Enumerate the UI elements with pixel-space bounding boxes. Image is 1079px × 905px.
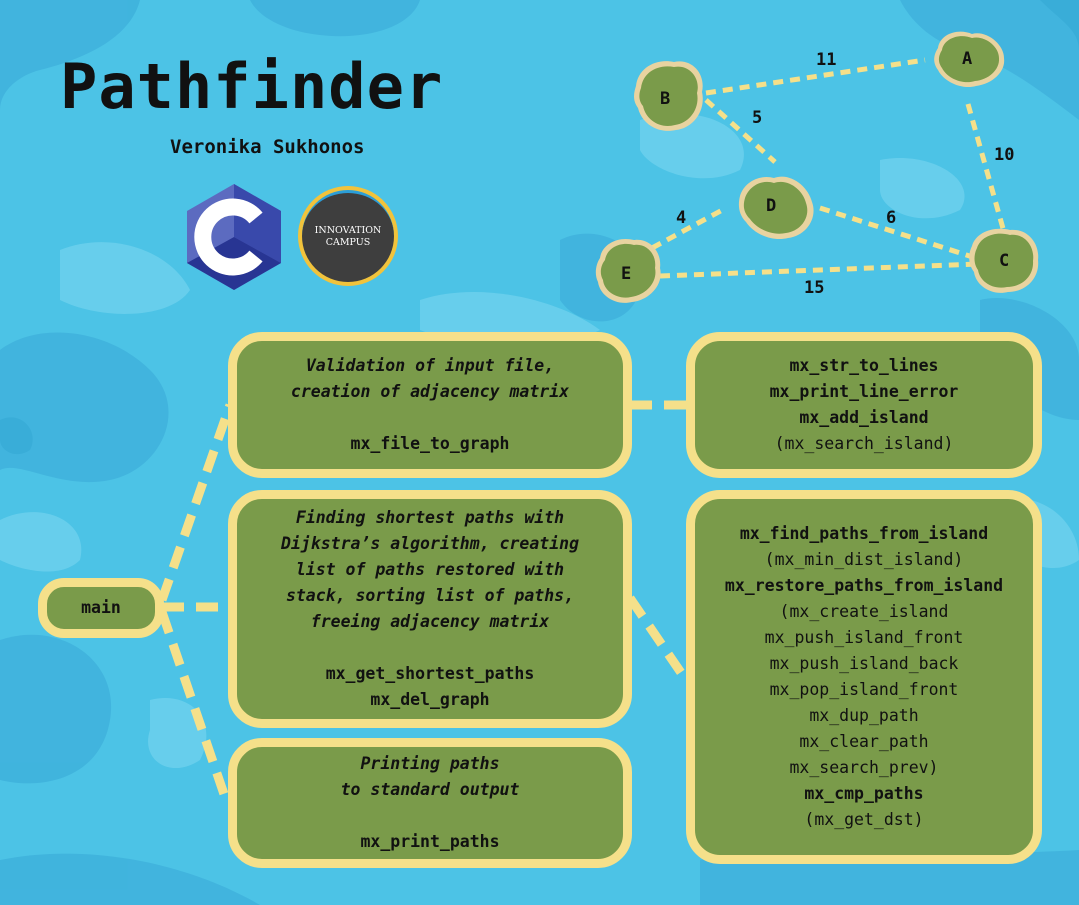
step-description: Finding shortest paths with Dijkstra’s a… xyxy=(281,505,579,635)
helper-function: mx_push_island_back xyxy=(769,654,959,673)
connector-main-step1 xyxy=(157,403,235,602)
step-description-line: Validation of input file, xyxy=(305,356,555,375)
island-e: E xyxy=(595,238,661,303)
helper-function: mx_dup_path xyxy=(809,706,919,725)
step-description-line: Finding shortest paths with xyxy=(295,508,565,527)
helper-function: mx_restore_paths_from_island xyxy=(724,576,1004,595)
graph-edge-e-d xyxy=(650,205,728,251)
helpers-paths-box: mx_find_paths_from_island (mx_min_dist_i… xyxy=(686,490,1042,864)
function-name: mx_del_graph xyxy=(370,690,490,709)
graph-edge-b-a xyxy=(705,57,926,96)
edge-weight-e-d: 4 xyxy=(676,208,686,228)
helper-function: (mx_create_island xyxy=(779,602,949,621)
author-name: Veronika Sukhonos xyxy=(170,136,365,158)
graph-edge-b-d xyxy=(704,98,777,164)
helpers-parsing-box: mx_str_to_lines mx_print_line_error mx_a… xyxy=(686,332,1042,478)
edge-weight-a-c: 10 xyxy=(994,145,1014,165)
function-name: mx_file_to_graph xyxy=(350,434,510,453)
function-name: mx_get_shortest_paths xyxy=(325,664,535,683)
step-shortest-paths-box: Finding shortest paths with Dijkstra’s a… xyxy=(228,490,632,728)
connector-main-step3 xyxy=(157,610,231,802)
island-label-b: B xyxy=(660,89,670,109)
helper-function: (mx_min_dist_island) xyxy=(764,550,964,569)
helper-function: mx_search_prev) xyxy=(789,758,939,777)
step-printing-box: Printing paths to standard output mx_pri… xyxy=(228,738,632,868)
step-description-line: stack, sorting list of paths, xyxy=(285,586,575,605)
island-label-e: E xyxy=(621,264,631,284)
step-description: Printing paths to standard output xyxy=(341,751,520,803)
helper-function: mx_add_island xyxy=(799,408,929,427)
helper-function: mx_cmp_paths xyxy=(804,784,924,803)
island-label-d: D xyxy=(766,196,776,216)
island-label-c: C xyxy=(999,251,1009,271)
c-language-logo xyxy=(187,184,281,290)
main-label: main xyxy=(81,598,121,617)
step-description-line: Printing paths xyxy=(360,754,500,773)
edge-weight-d-c: 6 xyxy=(886,208,896,228)
helper-function: mx_push_island_front xyxy=(764,628,964,647)
step-description-line: freeing adjacency matrix xyxy=(310,612,550,631)
island-d: D xyxy=(738,176,814,240)
edge-weight-b-d: 5 xyxy=(752,108,762,128)
logo-text-line2: CAMPUS xyxy=(325,237,371,248)
graph-edge-d-c xyxy=(819,205,983,263)
edge-weight-b-a: 11 xyxy=(816,50,836,70)
helper-function: mx_print_line_error xyxy=(769,382,959,401)
function-name: mx_print_paths xyxy=(360,832,500,851)
helper-function: mx_find_paths_from_island xyxy=(739,524,989,543)
edge-weight-e-c: 15 xyxy=(804,278,824,298)
step-description-line: Dijkstra’s algorithm, creating xyxy=(280,534,579,553)
step-description-line: list of paths restored with xyxy=(295,560,565,579)
logo-text-line1: INNOVATION xyxy=(314,225,382,236)
island-b: B xyxy=(634,61,703,131)
helper-function: mx_clear_path xyxy=(799,732,929,751)
helper-function: mx_str_to_lines xyxy=(789,356,939,375)
island-a: A xyxy=(934,31,1005,88)
graph-edge-a-c xyxy=(965,103,1007,233)
helper-function: (mx_get_dst) xyxy=(804,810,924,829)
helper-function: mx_pop_island_front xyxy=(769,680,959,699)
graph-edge-e-c xyxy=(659,261,979,279)
island-c: C xyxy=(969,228,1039,293)
helper-function: (mx_search_island) xyxy=(774,434,954,453)
page-title: Pathfinder xyxy=(60,50,444,123)
innovation-campus-logo: INNOVATION CAMPUS xyxy=(298,186,398,286)
island-label-a: A xyxy=(962,49,972,69)
step-description-line: creation of adjacency matrix xyxy=(290,382,570,401)
step-description-line: to standard output xyxy=(340,780,520,799)
step-description: Validation of input file, creation of ad… xyxy=(291,353,569,405)
main-node: main xyxy=(38,578,164,638)
connector-step2-helper2 xyxy=(626,595,690,683)
step-validation-box: Validation of input file, creation of ad… xyxy=(228,332,632,478)
